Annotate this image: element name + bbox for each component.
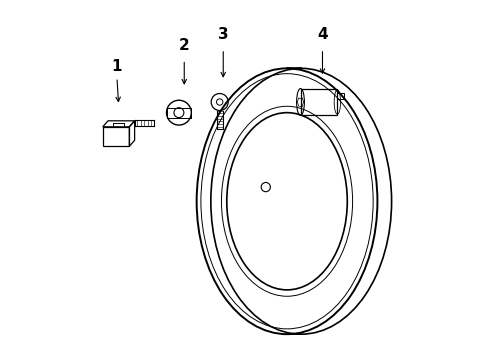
Text: 4: 4 [317,27,327,42]
Text: 3: 3 [218,27,228,42]
Text: 2: 2 [179,38,189,53]
Text: 1: 1 [111,59,122,74]
